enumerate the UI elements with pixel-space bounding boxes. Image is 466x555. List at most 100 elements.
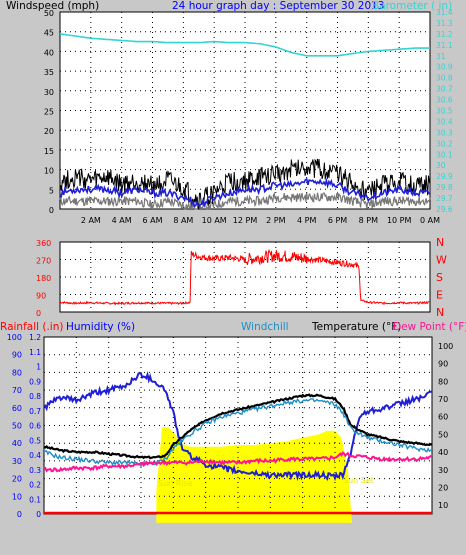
windspeed-tick-label: 35: [44, 68, 54, 77]
humidity-tick-label: 80: [12, 368, 22, 377]
windchill-axis-label: Windchill: [241, 321, 289, 333]
temperature-tick-label: 30: [438, 466, 448, 475]
rainfall-axis-label: Rainfall (.in): [0, 321, 63, 333]
temperature-tick-label: 10: [438, 501, 448, 510]
time-tick-label: 2 PM: [266, 216, 285, 225]
wind-direction-line: [59, 248, 431, 306]
rainfall-tick-label: 1: [36, 363, 41, 372]
barometer-tick-label: 31.4: [436, 8, 453, 17]
humidity-tick-label: 0: [17, 510, 22, 519]
temperature-axis-label: Temperature (°F): [311, 321, 401, 333]
humidity-tick-label: 50: [12, 422, 22, 431]
time-tick-label: 0 AM: [420, 216, 440, 225]
rainfall-tick-label: 0.6: [29, 422, 41, 431]
rainfall-tick-label: 1.2: [29, 333, 41, 342]
humidity-tick-label: 90: [12, 351, 22, 360]
time-tick-label: 6 PM: [328, 216, 347, 225]
humidity-line: [43, 371, 433, 482]
rainfall-tick-label: 0.2: [29, 481, 41, 490]
windspeed-tick-label: 0: [49, 206, 54, 215]
temperature-tick-label: 90: [438, 360, 448, 369]
rainfall-ticks: 0 0.1 0.2 0.3 0.4 0.5 0.6 0.7 0.8 0.9 1 1.1 1.2: [29, 333, 41, 519]
humidity-tick-label: 60: [12, 404, 22, 413]
time-tick-label: 10 AM: [202, 216, 227, 225]
temperature-tick-label: 100: [438, 342, 453, 351]
temperature-tick-label: 50: [438, 430, 448, 439]
compass-label: W: [436, 254, 447, 267]
barometer-tick-label: 31.1: [436, 41, 453, 50]
rainfall-tick-label: 0: [36, 510, 41, 519]
windspeed-tick-label: 45: [44, 29, 54, 38]
rainfall-tick-label: 0.5: [29, 436, 41, 445]
barometer-tick-label: 29.6: [436, 205, 453, 214]
windspeed-tick-label: 50: [44, 9, 54, 18]
windchill-line: [43, 397, 433, 468]
time-tick-label: 12 PM: [233, 216, 258, 225]
barometer-ticks: 29.6 29.7 29.8 29.9 30 30.1 30.2 30.3 30.430.5 30…: [436, 8, 453, 214]
barometer-tick-label: 31.3: [436, 19, 453, 28]
temperature-ticks: 10 20 30 40 50 60 70 80 90 100: [438, 342, 453, 510]
windspeed-axis-label: Windspeed (mph): [6, 0, 99, 12]
barometer-tick-label: 30.1: [436, 150, 453, 159]
temperature-tick-label: 40: [438, 448, 448, 457]
sunrise-label: Sun Rise: [158, 479, 193, 488]
barometer-tick-label: 29.8: [436, 183, 453, 192]
temperature-panel: 0 10 20 30 40 50 60 70 80 90 100 0 0.1 0.2 0.3 0.4 0.5 0…: [0, 321, 466, 523]
wind-gust-line: [60, 158, 431, 211]
temperature-tick-label: 70: [438, 395, 448, 404]
barometer-tick-label: 31.2: [436, 30, 453, 39]
humidity-ticks: 0 10 20 30 40 50 60 70 80 90 100: [7, 333, 22, 519]
rainfall-tick-label: 0.4: [29, 451, 41, 460]
direction-tick-label: 90: [36, 292, 46, 301]
humidity-tick-label: 30: [12, 457, 22, 466]
windspeed-tick-label: 40: [44, 48, 54, 57]
barometer-tick-label: 30.4: [436, 117, 453, 126]
windspeed-tick-label: 20: [44, 127, 54, 136]
rainfall-tick-label: 0.7: [29, 407, 41, 416]
windspeed-tick-label: 30: [44, 88, 54, 97]
wind-low-line: [59, 191, 431, 211]
barometer-tick-label: 30.6: [436, 96, 453, 105]
windspeed-tick-label: 5: [49, 186, 54, 195]
compass-label: S: [436, 271, 443, 284]
windspeed-ticks: 0 5 10 15 20 25 30 35 40 45 50: [44, 9, 54, 215]
compass-label: N: [436, 306, 444, 319]
humidity-tick-label: 70: [12, 386, 22, 395]
rainfall-tick-label: 0.3: [29, 466, 41, 475]
time-tick-label: 8 AM: [173, 216, 193, 225]
windspeed-tick-label: 15: [44, 147, 54, 156]
compass-label: E: [436, 289, 443, 302]
temperature-tick-label: 80: [438, 377, 448, 386]
time-ticks: 2 AM 4 AM 6 AM 8 AM 10 AM 12 PM 2 PM 4 PM 6 PM 8 …: [81, 216, 440, 225]
barometer-tick-label: 30.5: [436, 107, 453, 116]
rainfall-tick-label: 0.8: [29, 392, 41, 401]
barometer-tick-label: 30.7: [436, 85, 453, 94]
direction-tick-label: 0: [36, 309, 41, 318]
wind-barometer-panel: 0 5 10 15 20 25 30 35 40 45 50 29.6 29.7 29.8 29.9 30 3…: [6, 0, 453, 225]
barometer-tick-label: 29.7: [436, 194, 453, 203]
compass-label: N: [436, 236, 444, 249]
barometer-tick-label: 29.9: [436, 172, 453, 181]
humidity-tick-label: 100: [7, 333, 22, 342]
direction-series: [59, 248, 431, 306]
time-tick-label: 8 PM: [359, 216, 378, 225]
dewpoint-axis-label: Dew Point (°F): [393, 321, 466, 333]
barometer-tick-label: 30: [436, 161, 446, 170]
barometer-tick-label: 30.9: [436, 63, 453, 72]
humidity-tick-label: 10: [12, 492, 22, 501]
chart-title: 24 hour graph day : September 30 2013: [172, 0, 384, 12]
windspeed-tick-label: 10: [44, 167, 54, 176]
barometer-tick-label: 30.2: [436, 139, 453, 148]
time-tick-label: 4 PM: [297, 216, 316, 225]
rainfall-tick-label: 0.1: [29, 495, 41, 504]
temperature-tick-label: 20: [438, 483, 448, 492]
barometer-tick-label: 30.3: [436, 128, 453, 137]
humidity-tick-label: 20: [12, 475, 22, 484]
temperature-tick-label: 60: [438, 413, 448, 422]
humidity-tick-label: 40: [12, 439, 22, 448]
time-tick-label: 2 AM: [81, 216, 101, 225]
temperature-series: [43, 371, 433, 515]
